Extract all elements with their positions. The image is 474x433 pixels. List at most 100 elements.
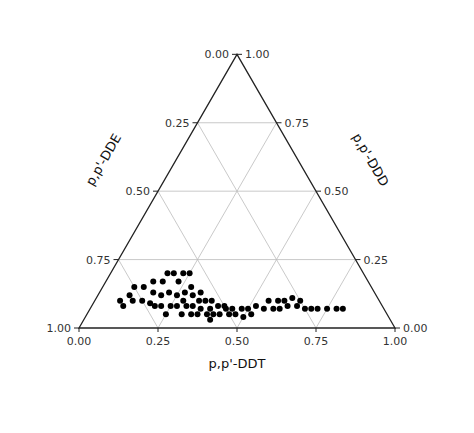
- point: [174, 303, 180, 309]
- point: [171, 270, 177, 276]
- point: [127, 292, 133, 298]
- point: [232, 311, 238, 317]
- tick: [395, 328, 396, 332]
- point: [209, 298, 215, 304]
- point: [196, 298, 202, 304]
- tick-label: 1.00: [47, 322, 72, 335]
- point: [188, 311, 194, 317]
- tick: [74, 328, 79, 329]
- point: [160, 278, 166, 284]
- point: [215, 303, 221, 309]
- point: [117, 298, 123, 304]
- tick: [316, 191, 321, 192]
- point: [239, 306, 245, 312]
- point: [226, 311, 232, 317]
- point: [334, 306, 340, 312]
- tick-label: 0.00: [205, 48, 230, 61]
- point: [281, 298, 287, 304]
- point: [131, 284, 137, 290]
- tick-label: 0.50: [126, 185, 151, 198]
- tick: [316, 328, 317, 332]
- point: [302, 306, 308, 312]
- point: [182, 289, 188, 295]
- point: [163, 311, 169, 317]
- point: [141, 284, 147, 290]
- tick: [232, 54, 237, 55]
- grid-line: [158, 191, 316, 192]
- axis-label: p,p'-DDD: [349, 130, 391, 189]
- triangle-frame: [79, 54, 395, 328]
- axis-label: p,p'-DDT: [209, 356, 266, 371]
- point: [188, 284, 194, 290]
- tick-label: 0.00: [67, 335, 92, 348]
- point: [120, 303, 126, 309]
- point: [150, 289, 156, 295]
- point: [190, 292, 196, 298]
- point: [158, 292, 164, 298]
- grid-line: [198, 123, 317, 328]
- point: [308, 306, 314, 312]
- tick-label: 1.00: [383, 335, 408, 348]
- tick: [114, 259, 119, 260]
- point: [210, 311, 216, 317]
- axis-label: p,p'-DDE: [83, 131, 125, 188]
- points: [117, 270, 346, 323]
- grid: [119, 123, 356, 328]
- tick: [356, 259, 361, 260]
- point: [198, 289, 204, 295]
- point: [289, 295, 295, 301]
- tick-label: 0.00: [403, 322, 428, 335]
- grid-line: [119, 260, 159, 328]
- tick: [277, 122, 282, 123]
- point: [248, 311, 254, 317]
- point: [158, 303, 164, 309]
- labels: 0.000.250.500.751.001.000.750.500.250.00…: [47, 48, 428, 371]
- tick-label: 0.25: [146, 335, 171, 348]
- point: [253, 303, 259, 309]
- tick-label: 1.00: [245, 48, 270, 61]
- point: [166, 289, 172, 295]
- tick: [79, 328, 80, 332]
- point: [240, 314, 246, 320]
- point: [229, 306, 235, 312]
- point: [130, 298, 136, 304]
- tick-label: 0.25: [364, 254, 389, 267]
- tick: [193, 122, 198, 123]
- grid-line: [198, 122, 277, 123]
- point: [195, 311, 201, 317]
- tick-label: 0.50: [225, 335, 250, 348]
- tick: [237, 54, 242, 55]
- point: [285, 303, 291, 309]
- tick-label: 0.75: [304, 335, 329, 348]
- point: [324, 306, 330, 312]
- point: [139, 298, 145, 304]
- point: [207, 306, 213, 312]
- tick: [153, 191, 158, 192]
- tick-label: 0.25: [165, 117, 190, 130]
- point: [340, 306, 346, 312]
- frame: [74, 54, 400, 332]
- tick-label: 0.50: [324, 185, 349, 198]
- point: [223, 306, 229, 312]
- point: [261, 306, 267, 312]
- point: [164, 270, 170, 276]
- point: [217, 311, 223, 317]
- point: [315, 306, 321, 312]
- point: [275, 298, 281, 304]
- point: [245, 306, 251, 312]
- point: [270, 306, 276, 312]
- point: [183, 303, 189, 309]
- point: [207, 317, 213, 323]
- point: [190, 303, 196, 309]
- point: [297, 298, 303, 304]
- point: [179, 311, 185, 317]
- chart: 0.000.250.500.751.001.000.750.500.250.00…: [0, 0, 474, 433]
- point: [150, 278, 156, 284]
- point: [168, 303, 174, 309]
- point: [198, 306, 204, 312]
- point: [277, 306, 283, 312]
- grid-line: [158, 123, 277, 328]
- tick: [237, 328, 238, 332]
- tick: [395, 328, 400, 329]
- point: [266, 298, 272, 304]
